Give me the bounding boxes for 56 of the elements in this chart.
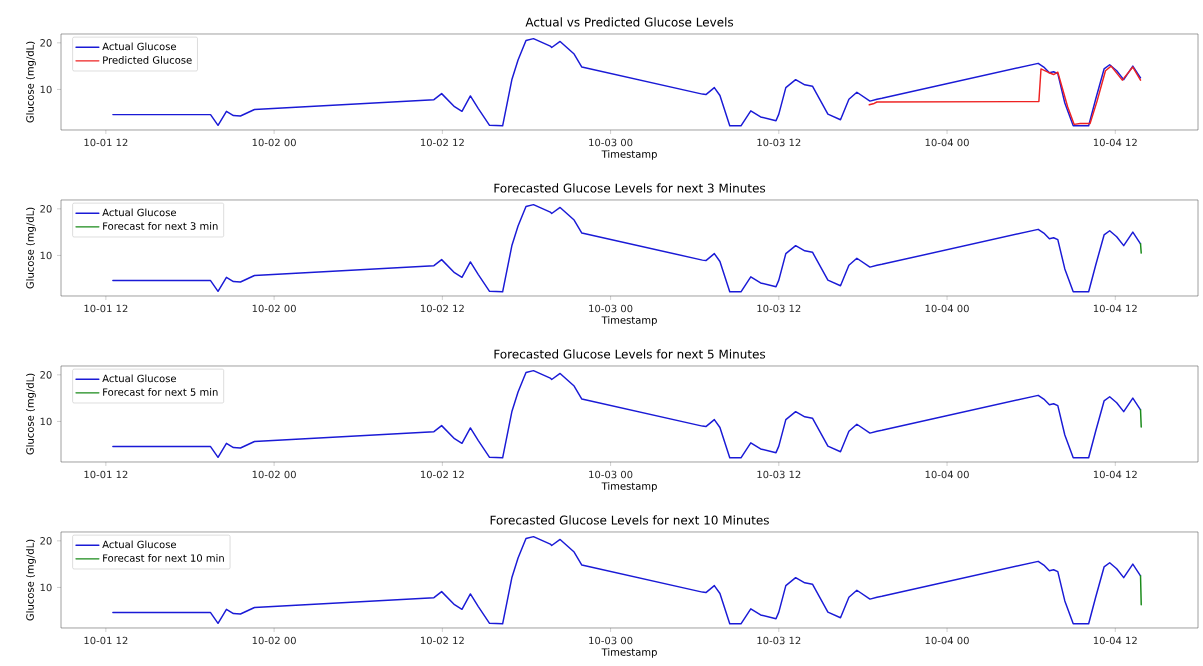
x-tick-label: 10-03 00 [589, 138, 633, 147]
chart-title: Forecasted Glucose Levels for next 5 Minutes [494, 349, 766, 359]
x-tick-label: 10-02 00 [252, 138, 296, 147]
y-axis-title: Glucose (mg/dL) [26, 373, 36, 455]
x-tick-label: 10-02 00 [252, 636, 296, 645]
y-tick-label: 20 [40, 371, 52, 379]
x-tick-label: 10-02 00 [252, 304, 296, 313]
legend-label: Actual Glucose [102, 42, 177, 51]
x-tick-label: 10-02 00 [252, 470, 296, 479]
x-tick-label: 10-03 00 [589, 304, 633, 313]
x-tick-label: 10-01 12 [84, 304, 128, 313]
y-axis-title: Glucose (mg/dL) [26, 41, 36, 123]
x-tick-label: 10-02 12 [420, 636, 464, 645]
y-tick-label: 10 [40, 85, 52, 94]
x-tick-label: 10-01 12 [84, 636, 128, 645]
y-tick-label: 10 [40, 583, 52, 592]
legend-label: Actual Glucose [102, 540, 177, 549]
x-tick-label: 10-04 12 [1093, 470, 1137, 479]
x-axis-title: Timestamp [601, 648, 657, 658]
x-axis-title: Timestamp [601, 150, 657, 160]
x-axis-title: Timestamp [601, 482, 657, 492]
legend-label: Forecast for next 3 min [103, 222, 218, 230]
x-tick-label: 10-04 00 [925, 304, 969, 313]
y-tick-label: 10 [40, 417, 52, 426]
x-tick-label: 10-03 12 [757, 636, 801, 645]
chart-title: Forecasted Glucose Levels for next 3 Minutes [494, 183, 766, 193]
x-axis-title: Timestamp [601, 316, 657, 326]
y-tick-label: 20 [40, 39, 52, 47]
x-tick-label: 10-03 00 [589, 636, 633, 645]
legend-label: Predicted Glucose [103, 56, 192, 64]
y-tick-label: 20 [40, 537, 52, 545]
legend-label: Forecast for next 5 min [103, 388, 218, 396]
x-tick-label: 10-04 00 [925, 470, 969, 479]
x-tick-label: 10-04 12 [1093, 138, 1137, 147]
x-tick-label: 10-02 12 [420, 138, 464, 147]
chart-title: Actual vs Predicted Glucose Levels [525, 17, 734, 27]
x-tick-label: 10-01 12 [84, 138, 128, 147]
legend-label: Forecast for next 10 min [103, 554, 224, 562]
x-tick-label: 10-03 12 [757, 304, 801, 313]
chart-title: Forecasted Glucose Levels for next 10 Minutes [490, 515, 769, 525]
x-tick-label: 10-04 12 [1093, 636, 1137, 645]
x-tick-label: 10-04 00 [925, 636, 969, 645]
x-tick-label: 10-02 12 [420, 470, 464, 479]
x-tick-label: 10-03 12 [757, 138, 801, 147]
legend-label: Actual Glucose [102, 208, 177, 217]
x-tick-label: 10-03 00 [589, 470, 633, 479]
x-tick-label: 10-04 12 [1093, 304, 1137, 313]
y-tick-label: 10 [40, 251, 52, 260]
y-tick-label: 20 [40, 205, 52, 213]
x-tick-label: 10-03 12 [757, 470, 801, 479]
legend-label: Actual Glucose [102, 374, 177, 383]
x-tick-label: 10-02 12 [420, 304, 464, 313]
x-tick-label: 10-04 00 [925, 138, 969, 147]
y-axis-title: Glucose (mg/dL) [26, 539, 36, 621]
x-tick-label: 10-01 12 [84, 470, 128, 479]
y-axis-title: Glucose (mg/dL) [26, 207, 36, 289]
